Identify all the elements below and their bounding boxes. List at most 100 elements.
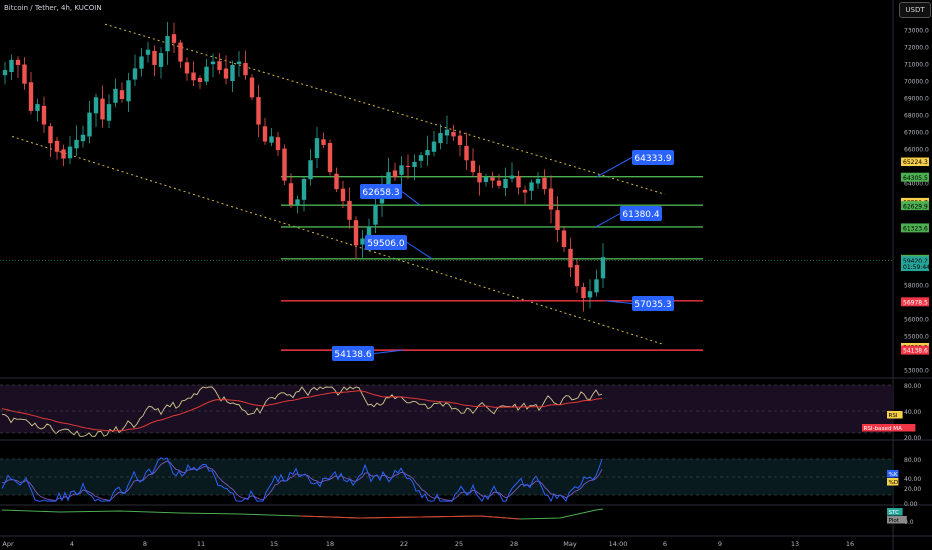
chart-title: Bitcoin / Tether, 4h, KUCOIN: [4, 4, 102, 12]
candle-body: [490, 177, 495, 181]
time-tick-label: 25: [455, 540, 463, 548]
candle-body: [54, 140, 60, 152]
candle-body: [100, 98, 105, 120]
candle-body: [555, 210, 560, 230]
axis-badge-label: 65224.3: [903, 159, 928, 166]
time-tick-label: 11: [197, 540, 205, 548]
indicator-legend-badge: [887, 516, 907, 524]
candle-body: [230, 64, 235, 82]
time-tick-label: 15: [270, 540, 278, 548]
callout-box: [332, 346, 374, 361]
candle-body: [438, 133, 443, 144]
indicator-legend-label: RSI-based MA: [864, 426, 903, 432]
time-tick-label: 16: [846, 540, 854, 548]
candle-body: [347, 200, 352, 220]
callout-label: 54138.6: [334, 350, 371, 360]
candle-body: [126, 80, 131, 102]
indicator-tick-label: 20.00: [904, 486, 921, 493]
time-tick-label: 18: [326, 540, 334, 548]
stc-line-red: [299, 515, 521, 520]
candle-body: [210, 61, 216, 65]
rsi-band: [0, 385, 893, 433]
currency-button[interactable]: USDT: [899, 2, 931, 18]
candle-body: [425, 150, 430, 156]
price-tick-label: 66000.0: [904, 146, 929, 153]
candle-body: [581, 287, 586, 299]
time-tick-label: 6: [663, 540, 667, 548]
candle-body: [496, 180, 502, 186]
price-tick-label: 69000.0: [904, 95, 929, 102]
candle-body: [223, 68, 229, 79]
candle-body: [314, 138, 320, 159]
time-tick-label: 14:00: [609, 540, 628, 548]
candle-body: [542, 177, 547, 190]
price-tick-label: 73000.0: [904, 27, 929, 34]
candle-body: [295, 199, 300, 205]
price-tick-label: 68000.0: [904, 112, 929, 119]
indicator-tick-label: 80.00: [904, 383, 921, 390]
candle-body: [2, 70, 8, 76]
candle-body: [67, 146, 73, 159]
candle-body: [321, 139, 326, 145]
candle-body: [535, 178, 541, 184]
candle-body: [87, 112, 92, 137]
candle-body: [80, 134, 86, 142]
candle-body: [106, 104, 112, 121]
candle-body: [334, 173, 339, 190]
candle-body: [236, 61, 242, 64]
callout-label: 61380.4: [622, 210, 659, 220]
candle-body: [431, 141, 437, 152]
candle-body: [594, 279, 599, 293]
axis-badge-label: 62629.9: [903, 203, 928, 210]
callout-box: [620, 206, 662, 221]
callout-label: 59506.0: [367, 239, 404, 249]
candle-body: [561, 230, 567, 248]
indicator-legend-label: %D: [889, 480, 899, 486]
axis-badge: [901, 262, 929, 272]
indicator-tick-label: 80.00: [904, 457, 921, 464]
candle-body: [360, 238, 365, 245]
candle-body: [373, 204, 378, 225]
callout-pointer: [373, 349, 404, 354]
candle-body: [301, 178, 307, 200]
candle-body: [477, 172, 482, 183]
time-tick-label: May: [563, 540, 577, 548]
candle-body: [600, 257, 606, 279]
price-tick-label: 55000.0: [904, 333, 929, 340]
candle-body: [451, 131, 456, 137]
candle-body: [366, 226, 372, 238]
channel-upper-line: [104, 23, 666, 195]
indicator-tick-label: 0.00: [904, 501, 918, 508]
candle-body: [392, 170, 398, 178]
candle-body: [353, 220, 359, 246]
candle-body: [509, 175, 515, 179]
time-tick-label: 4: [70, 540, 74, 548]
candle-body: [483, 177, 489, 183]
candle-body: [522, 189, 528, 193]
axis-badge-label: 61323.6: [903, 225, 928, 232]
price-tick-label: 67000.0: [904, 129, 929, 136]
candle-body: [9, 59, 14, 73]
axis-badge: [901, 346, 929, 355]
candle-body: [568, 248, 573, 268]
indicator-tick-label: 40.00: [904, 409, 921, 416]
callout-pointer: [406, 242, 433, 260]
candle-body: [470, 160, 476, 173]
candle-body: [171, 34, 177, 43]
axis-badge-label: 56978.5: [903, 299, 928, 306]
price-tick-label: 58000.0: [904, 282, 929, 289]
candle-body: [275, 137, 281, 151]
candle-body: [340, 188, 346, 202]
axis-badge: [901, 157, 929, 167]
candle-body: [178, 42, 183, 62]
candle-body: [132, 68, 138, 80]
indicator-legend-badge: [887, 411, 903, 419]
candle-body: [158, 53, 164, 67]
callout-box: [632, 150, 674, 165]
candle-body: [74, 139, 79, 149]
axis-badge: [901, 297, 929, 307]
callout-label: 57035.3: [634, 300, 671, 310]
candle-body: [412, 161, 417, 168]
candle-body: [139, 56, 144, 69]
